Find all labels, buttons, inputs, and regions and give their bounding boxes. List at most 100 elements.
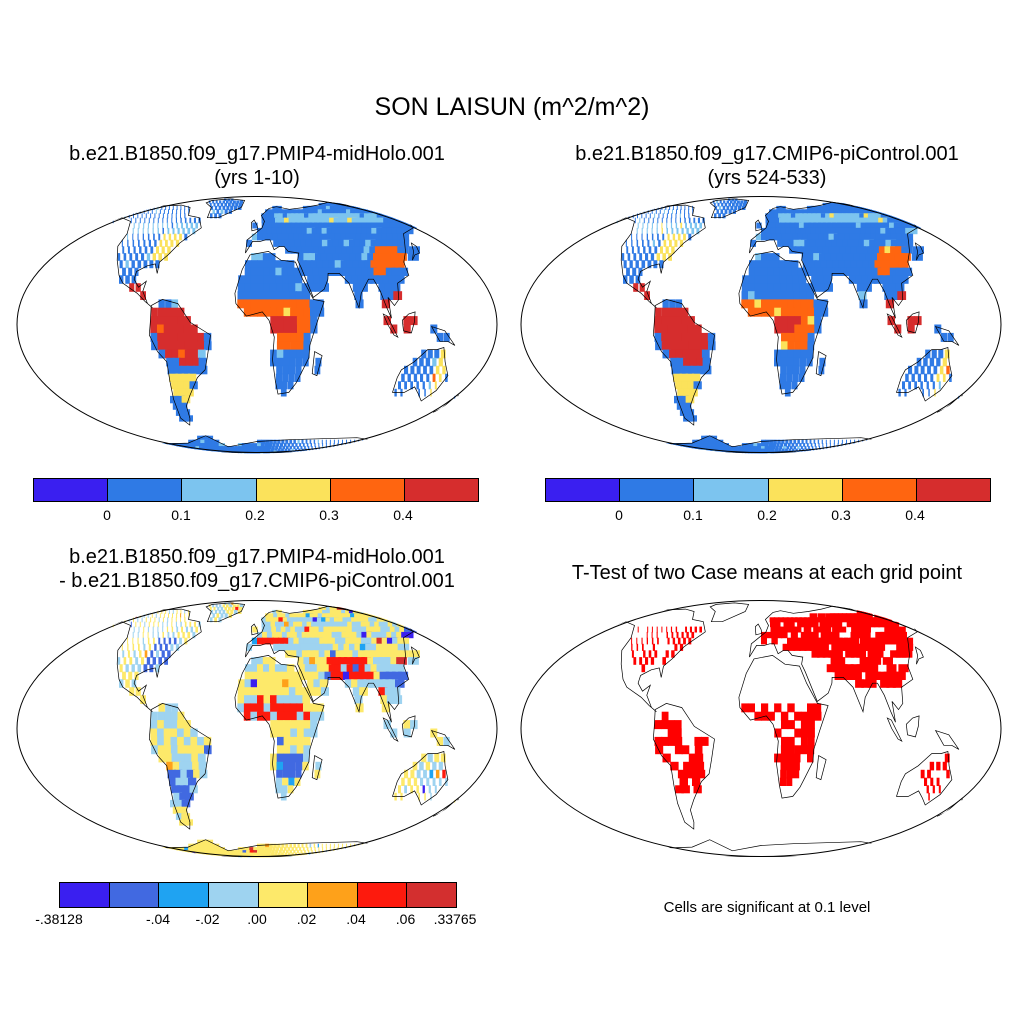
map-cell (349, 671, 358, 680)
map-cell (206, 850, 213, 854)
map-cell (277, 324, 285, 334)
map-cell (166, 357, 175, 367)
map-cell (303, 450, 306, 453)
map-cell (662, 657, 666, 665)
map-cell (792, 217, 800, 224)
map-cell (798, 373, 805, 382)
map-cell (767, 307, 775, 317)
map-cell (295, 856, 298, 858)
map-cell (208, 200, 211, 204)
map-cell (291, 443, 294, 447)
map-cell (754, 291, 762, 300)
map-cell (849, 233, 859, 241)
map-cell (315, 657, 324, 665)
map-cell (927, 365, 931, 375)
map-cell (318, 850, 320, 854)
map-cell (672, 637, 676, 645)
map-cell (279, 217, 286, 224)
map-cell (626, 246, 629, 254)
map-cell (167, 365, 176, 375)
map-cell (779, 373, 787, 382)
map-cell (750, 446, 755, 450)
map-cell (722, 452, 728, 454)
map-cell (688, 753, 697, 763)
map-cell (778, 448, 782, 452)
map-cell (239, 448, 245, 452)
map-cell (319, 233, 328, 241)
map-cell (217, 854, 223, 857)
map-cell (772, 443, 777, 447)
map-cell (322, 450, 325, 453)
map-cell (167, 617, 169, 623)
map-cell (795, 617, 803, 623)
map-cell (236, 448, 242, 452)
map-cell (786, 446, 790, 450)
map-cell (420, 777, 424, 786)
map-cell (263, 267, 271, 276)
map-cell (271, 631, 279, 639)
map-cell (157, 736, 165, 746)
map-cell (788, 621, 795, 628)
map-cell (163, 720, 171, 730)
map-cell (283, 761, 290, 771)
map-cell (426, 777, 430, 786)
map-cell (235, 446, 241, 450)
map-cell (270, 307, 278, 317)
map-cell (782, 643, 790, 651)
map-cell (238, 606, 243, 611)
map-cell (792, 283, 801, 292)
map-cell (368, 847, 369, 851)
map-cell (676, 631, 679, 639)
colorbar-swatch (330, 479, 405, 501)
map-cell (662, 299, 669, 309)
map-cell (381, 299, 391, 309)
map-cell (238, 446, 244, 450)
map-cell (319, 275, 328, 284)
map-cell (191, 850, 199, 854)
map-cell (930, 373, 934, 382)
map-cell (639, 253, 643, 261)
map-cell (818, 365, 825, 375)
map-cell (153, 609, 155, 614)
map-cell (356, 847, 358, 851)
map-cell (198, 448, 205, 452)
map-cell (326, 854, 328, 857)
map-cell (319, 448, 321, 452)
map-cell (837, 439, 839, 444)
map-cell (296, 753, 303, 763)
map-cell (722, 205, 726, 210)
map-cell (288, 283, 297, 292)
map-cell (684, 452, 691, 454)
map-cell (322, 854, 325, 857)
map-cell (164, 745, 173, 755)
coastline-japan (914, 242, 924, 261)
map-cell (203, 736, 212, 746)
map-cell (281, 631, 289, 639)
map-cell (805, 209, 813, 214)
map-cell (689, 626, 692, 633)
map-cell (247, 854, 252, 857)
map-cell (734, 198, 738, 202)
map-cell (251, 260, 258, 269)
map-cell (283, 753, 291, 763)
map-cell (269, 209, 275, 214)
map-cell (823, 448, 825, 452)
map-cell (761, 446, 765, 450)
map-cell (184, 637, 188, 645)
map-cell (344, 275, 354, 284)
map-cell (684, 217, 686, 224)
map-cell (765, 439, 770, 444)
map-cell (141, 617, 143, 623)
map-cell (807, 349, 814, 359)
map-cell (289, 753, 297, 763)
map-cell (697, 769, 706, 779)
map-cell (365, 643, 376, 651)
map-cell (288, 852, 291, 856)
map-cell (297, 253, 306, 261)
map-cell (303, 703, 311, 713)
map-cell (276, 299, 285, 309)
map-cell (816, 267, 825, 276)
map-cell (294, 626, 303, 633)
map-cell (257, 687, 265, 696)
map-cell (342, 671, 352, 680)
